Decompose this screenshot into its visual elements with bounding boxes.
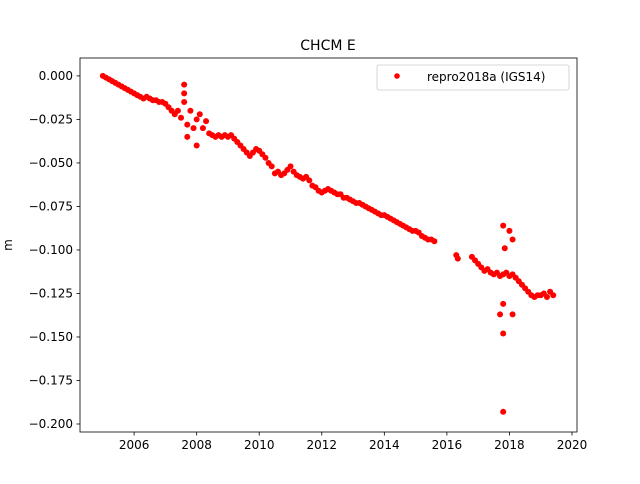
data-point bbox=[497, 311, 504, 318]
y-axis-label: m bbox=[1, 239, 15, 251]
data-point bbox=[543, 293, 550, 300]
y-tick-label: −0.175 bbox=[29, 373, 73, 387]
data-point bbox=[184, 121, 191, 128]
y-tick-label: 0.000 bbox=[39, 69, 73, 83]
y-tick-label: −0.150 bbox=[29, 330, 73, 344]
data-point bbox=[287, 163, 294, 170]
data-point bbox=[454, 255, 461, 262]
x-tick-label: 2008 bbox=[181, 438, 212, 452]
data-point bbox=[509, 311, 516, 318]
data-points bbox=[99, 72, 557, 415]
y-tick-label: −0.075 bbox=[29, 199, 73, 213]
legend-box bbox=[376, 64, 570, 91]
x-axis-ticks: 2006 2008 2010 2012 2014 2016 2018 2020 bbox=[119, 432, 587, 452]
chart-title: CHCM E bbox=[300, 38, 355, 54]
legend-label: repro2018a (IGS14) bbox=[427, 70, 545, 84]
y-tick-label: −0.200 bbox=[29, 417, 73, 431]
x-tick-label: 2018 bbox=[494, 438, 525, 452]
legend: repro2018a (IGS14) bbox=[376, 64, 570, 91]
data-point bbox=[500, 330, 507, 337]
data-point bbox=[550, 292, 557, 299]
legend-marker bbox=[394, 73, 400, 79]
data-point bbox=[196, 111, 203, 118]
data-point bbox=[500, 222, 507, 229]
data-point bbox=[193, 142, 200, 149]
x-tick-label: 2020 bbox=[557, 438, 588, 452]
data-point bbox=[506, 227, 513, 234]
x-tick-label: 2010 bbox=[244, 438, 275, 452]
axes-frame bbox=[79, 57, 578, 433]
data-point bbox=[190, 125, 197, 132]
data-point bbox=[178, 114, 185, 121]
data-point bbox=[187, 107, 194, 114]
data-point bbox=[306, 177, 313, 184]
x-tick-label: 2016 bbox=[432, 438, 463, 452]
data-point bbox=[181, 90, 188, 97]
data-point bbox=[181, 81, 188, 88]
y-tick-label: −0.125 bbox=[29, 286, 73, 300]
data-point bbox=[501, 245, 508, 252]
y-tick-label: −0.050 bbox=[29, 156, 73, 170]
data-point bbox=[181, 99, 188, 106]
data-point bbox=[174, 107, 181, 114]
data-point bbox=[193, 116, 200, 123]
data-point bbox=[203, 118, 210, 125]
x-tick-label: 2012 bbox=[307, 438, 338, 452]
data-point bbox=[184, 133, 191, 140]
data-point bbox=[500, 408, 507, 415]
x-tick-label: 2014 bbox=[369, 438, 400, 452]
data-point bbox=[431, 238, 438, 245]
data-point bbox=[509, 236, 516, 243]
y-axis-ticks: 0.000 −0.025 −0.050 −0.075 −0.100 −0.125 −0.15… bbox=[29, 69, 80, 431]
data-point bbox=[500, 300, 507, 307]
data-point bbox=[199, 125, 206, 132]
y-tick-label: −0.025 bbox=[29, 112, 73, 126]
y-tick-label: −0.100 bbox=[29, 243, 73, 257]
x-tick-label: 2006 bbox=[119, 438, 150, 452]
data-point bbox=[262, 154, 269, 161]
data-point bbox=[268, 163, 275, 170]
